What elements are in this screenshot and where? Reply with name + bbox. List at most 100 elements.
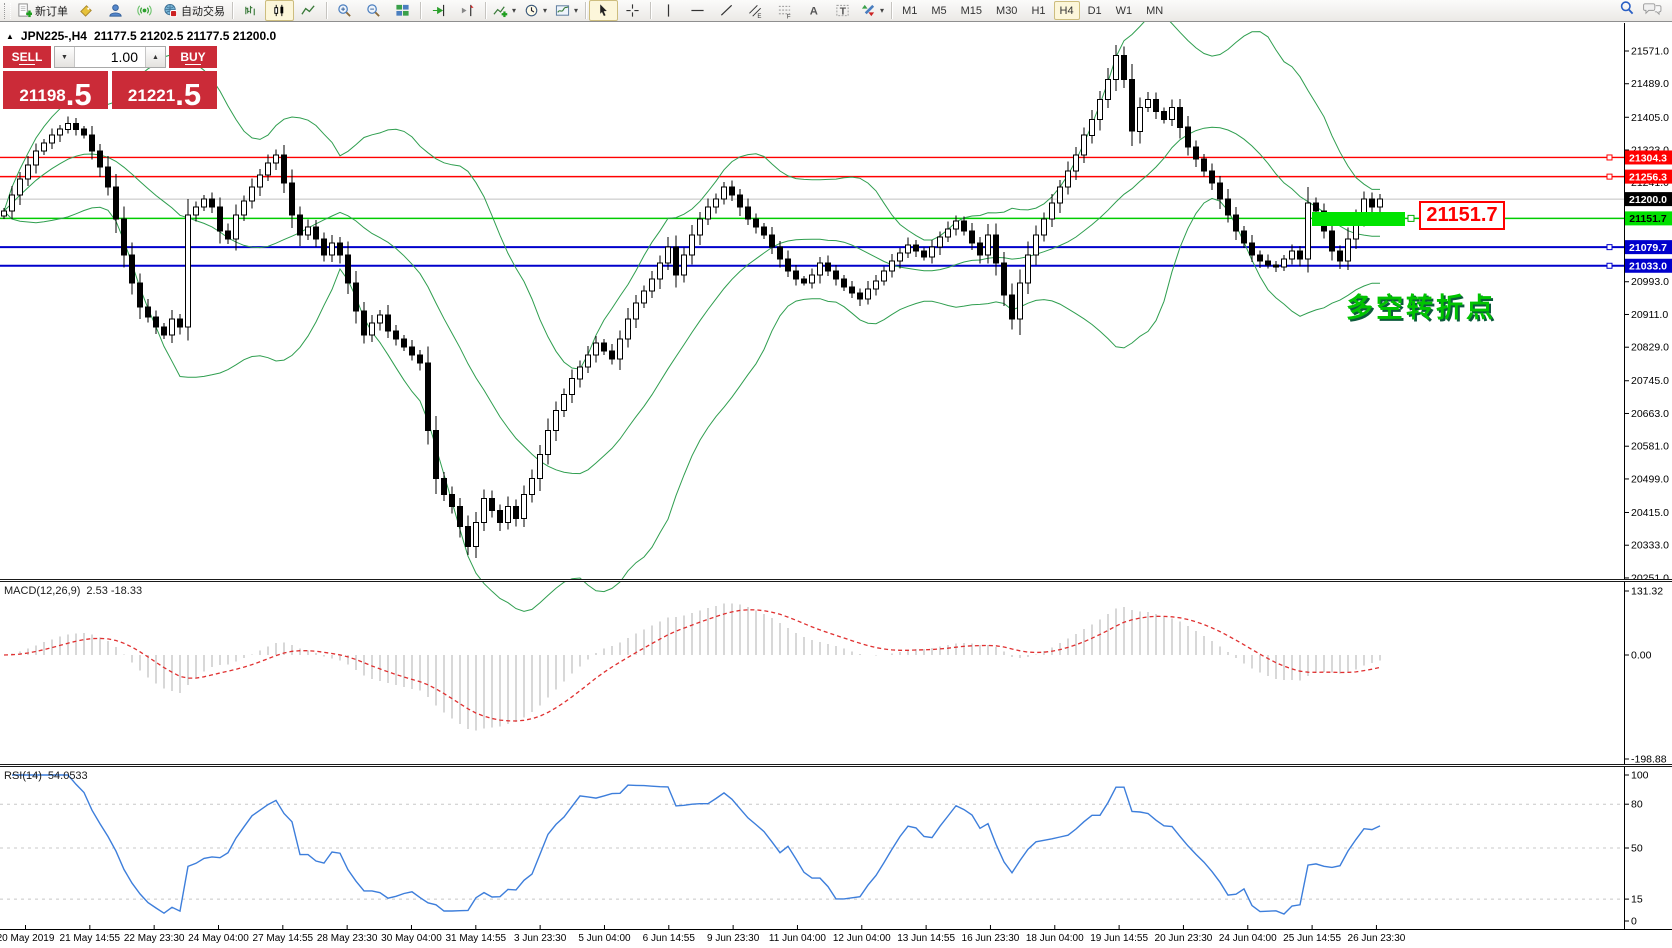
svg-text:T: T xyxy=(840,6,847,17)
auto-scroll-button[interactable] xyxy=(424,0,453,21)
fibonacci-button[interactable]: F xyxy=(770,0,799,21)
time-axis-label: 6 Jun 14:55 xyxy=(642,933,695,944)
toolbar-separator xyxy=(232,2,233,19)
sell-button[interactable]: SELL xyxy=(3,46,51,68)
tile-windows-button[interactable] xyxy=(388,0,417,21)
buy-price-pips: .5 xyxy=(175,76,202,112)
chart-shift-button[interactable] xyxy=(453,0,482,21)
turning-point-annotation[interactable]: 多空转折点 xyxy=(1346,293,1496,323)
indicators-button[interactable]: ▾ xyxy=(489,0,520,21)
toolbar-separator xyxy=(650,2,652,19)
line-chart-icon xyxy=(301,3,316,18)
equidistant-channel-button[interactable]: E xyxy=(741,0,770,21)
svg-text:E: E xyxy=(757,13,761,19)
timeframe-M5[interactable]: M5 xyxy=(931,4,947,17)
line-handle[interactable] xyxy=(1606,244,1613,251)
buy-button[interactable]: BUY xyxy=(169,46,217,68)
macd-label: MACD(12,26,9) 2.53 -18.33 xyxy=(4,585,143,597)
time-axis-label: 9 Jun 23:30 xyxy=(706,933,760,944)
candlestick-chart-button[interactable] xyxy=(265,0,294,21)
line-handle[interactable] xyxy=(1606,154,1613,161)
periods-button[interactable]: ▾ xyxy=(520,0,551,21)
time-axis-label: 28 May 23:30 xyxy=(316,933,378,944)
zoom-out-button[interactable] xyxy=(359,0,388,21)
volume-up-button[interactable]: ▲ xyxy=(145,47,165,67)
pane-splitter-rsi[interactable] xyxy=(0,764,1672,767)
toolbar-separator xyxy=(485,2,486,19)
price-badge-label: 21151.7 xyxy=(1629,213,1667,225)
indicators-icon xyxy=(493,3,508,18)
text-label-button[interactable]: T xyxy=(828,0,857,21)
line-chart-button[interactable] xyxy=(294,0,323,21)
bar-chart-button[interactable] xyxy=(236,0,265,21)
text-icon: A xyxy=(806,3,821,18)
zoom-out-icon xyxy=(366,3,381,18)
template-icon xyxy=(555,3,570,18)
timeframe-D1[interactable]: D1 xyxy=(1087,4,1102,17)
timeframe-M1[interactable]: M1 xyxy=(902,4,918,17)
candlestick-series xyxy=(1,44,1383,558)
line-handle[interactable] xyxy=(1606,262,1613,269)
chart-shift-icon xyxy=(460,3,475,18)
volume-value[interactable]: 1.00 xyxy=(110,49,138,65)
shapes-button[interactable]: ▾ xyxy=(857,0,888,21)
time-axis-label: 24 May 04:00 xyxy=(188,933,249,944)
price-badge-21079.7 xyxy=(1625,240,1672,255)
cursor-button[interactable] xyxy=(589,0,619,21)
crosshair-button[interactable] xyxy=(618,0,647,21)
one-click-trading-panel: SELL ▼ 1.00 ▲ BUY 21198.5 21221.5 xyxy=(3,46,217,112)
pane-splitter-macd[interactable] xyxy=(0,579,1672,582)
chat-icon[interactable] xyxy=(1643,1,1662,21)
price-tick-label: 20333.0 xyxy=(1631,540,1669,552)
search-icon[interactable] xyxy=(1619,0,1635,21)
timeframe-MN[interactable]: MN xyxy=(1146,4,1164,17)
time-axis[interactable]: 20 May 2019 21 May 14:55 22 May 23:30 24 Ma… xyxy=(0,929,1672,948)
timeframe-H4[interactable]: H4 xyxy=(1053,1,1080,20)
timeframe-M15[interactable]: M15 xyxy=(960,4,983,17)
rsi-axis-label: 80 xyxy=(1631,799,1643,811)
time-axis-label: 20 May 2019 xyxy=(0,933,55,944)
rsi-line xyxy=(12,774,1381,915)
text-label-icon: T xyxy=(835,3,850,18)
zoom-in-button[interactable] xyxy=(330,0,359,21)
bollinger-middle xyxy=(3,126,1380,475)
equidistant-channel-icon: E xyxy=(748,3,763,19)
new-order-button[interactable]: 新订单 xyxy=(13,0,72,21)
price-tick-label: 20663.0 xyxy=(1631,408,1669,420)
profile-icon xyxy=(108,3,123,18)
signals-button[interactable] xyxy=(130,0,159,21)
timeframe-W1[interactable]: W1 xyxy=(1115,4,1133,17)
vertical-line-icon xyxy=(661,3,676,18)
timeframe-H1[interactable]: H1 xyxy=(1031,4,1046,17)
time-axis-label: 18 Jun 04:00 xyxy=(1025,933,1084,944)
templates-button[interactable]: ▾ xyxy=(551,0,582,21)
text-button[interactable]: A xyxy=(799,0,828,21)
price-tick-label: 20499.0 xyxy=(1631,473,1669,485)
buy-price-box[interactable]: 21221.5 xyxy=(112,71,217,112)
price-axis[interactable]: 21571.0 21489.0 21405.0 21323.0 21241.0 20993… xyxy=(1624,23,1672,929)
symbol-marker-icon: ▲ xyxy=(6,31,14,41)
autotrading-button[interactable]: 自动交易 xyxy=(159,0,229,21)
support-highlight-rect[interactable] xyxy=(1312,212,1405,226)
price-tick-label: 21323.0 xyxy=(1631,145,1669,157)
trendline-button[interactable] xyxy=(712,0,741,21)
vertical-line-button[interactable] xyxy=(654,0,683,21)
timeframe-M30[interactable]: M30 xyxy=(996,4,1018,17)
sell-price-main: 21198 xyxy=(19,86,66,105)
data-window-button[interactable] xyxy=(101,0,130,21)
dropdown-arrow-icon: ▾ xyxy=(574,6,579,15)
horizontal-line-button[interactable] xyxy=(683,0,712,21)
bollinger-lower xyxy=(3,197,1380,612)
line-handle[interactable] xyxy=(1606,173,1613,180)
toolbar-separator xyxy=(891,2,893,19)
volume-down-button[interactable]: ▼ xyxy=(55,47,75,67)
price-tag-label[interactable]: 21151.7 xyxy=(1419,201,1505,230)
price-tick-label: 21489.0 xyxy=(1631,78,1669,90)
sell-price-box[interactable]: 21198.5 xyxy=(3,71,108,110)
market-watch-button[interactable] xyxy=(72,0,101,21)
toolbar-grip[interactable] xyxy=(4,2,11,19)
chart-title: ▲ JPN225-,H4 21177.5 21202.5 21177.5 212… xyxy=(6,29,276,43)
price-tag-handle[interactable] xyxy=(1407,214,1415,222)
